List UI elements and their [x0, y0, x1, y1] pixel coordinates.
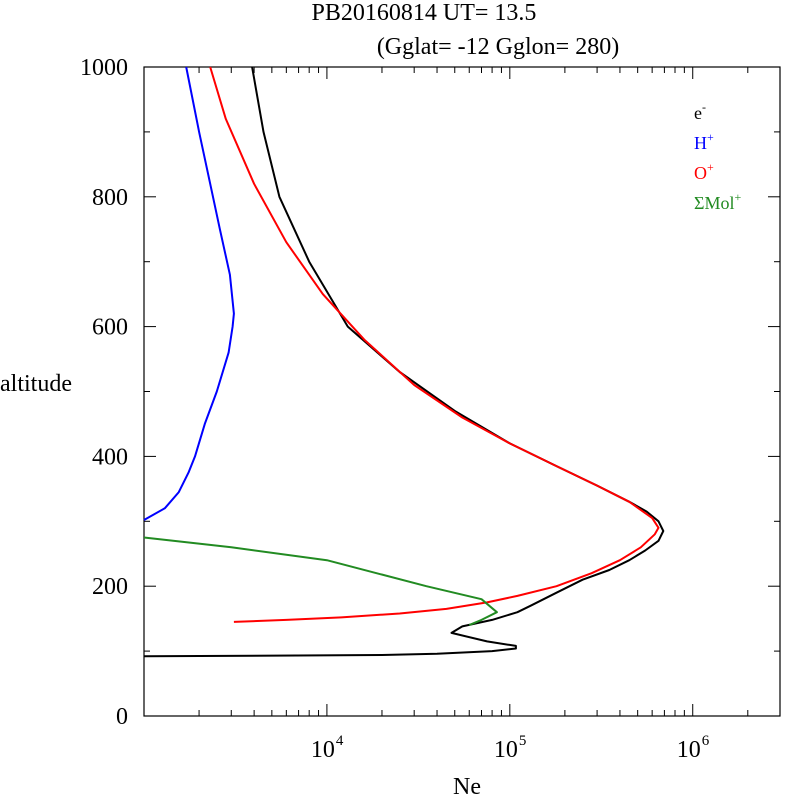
y-axis-label: altitude [0, 371, 72, 397]
y-tick-label: 600 [92, 315, 128, 341]
series-line-h [143, 66, 235, 521]
legend-entry: e- [694, 100, 706, 123]
y-tick-label: 400 [92, 444, 128, 470]
legend-entry: H+ [694, 130, 714, 153]
y-tick-label: 0 [116, 704, 128, 730]
legend: e- H+ O+ ΣMol+ [694, 100, 741, 213]
series-layer [143, 66, 665, 658]
x-tick-label: 10 [311, 737, 335, 763]
x-tick-labels: 10 4 10 5 10 6 [311, 733, 710, 763]
x-tick-label-exponent: 5 [519, 733, 527, 749]
chart-title-line2: (Gglat= -12 Gglon= 280) [377, 34, 619, 60]
y-tick-label: 800 [92, 185, 128, 211]
y-tick-label: 200 [92, 574, 128, 600]
axis-ticks [143, 66, 781, 717]
legend-entry: ΣMol+ [694, 190, 741, 213]
series-line-o [209, 66, 660, 623]
series-line-e [143, 66, 665, 658]
y-tick-labels: 0 200 400 600 800 1000 [80, 55, 128, 730]
x-tick-label: 10 [677, 737, 701, 763]
series-line-mol [143, 536, 498, 627]
legend-entry: O+ [694, 160, 714, 183]
x-tick-label-exponent: 6 [702, 733, 710, 749]
x-axis-label: Ne [453, 774, 481, 796]
x-tick-label: 10 [494, 737, 518, 763]
y-tick-label: 1000 [80, 55, 128, 81]
plot-frame [143, 66, 781, 717]
x-tick-label-exponent: 4 [336, 733, 344, 749]
chart-title-line1: PB20160814 UT= 13.5 [312, 0, 537, 26]
